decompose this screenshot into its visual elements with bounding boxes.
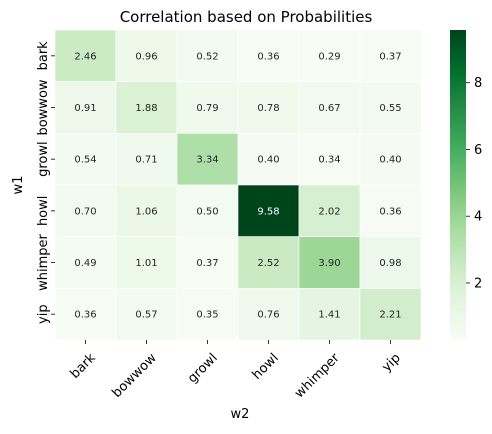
heatmap-cell (298, 29, 361, 82)
heatmap-cell (176, 184, 239, 237)
heatmap-cell (359, 81, 422, 134)
x-tick-label: bowwow (110, 350, 161, 401)
heatmap-cell (359, 184, 422, 237)
cell-value-label: 0.79 (196, 103, 218, 114)
cell-value-label: 0.49 (74, 258, 96, 269)
cell-value-label: 0.34 (318, 155, 340, 166)
cell-value-label: 0.70 (74, 206, 96, 217)
heatmap-cell (359, 288, 422, 341)
cell-value-label: 0.36 (74, 310, 96, 321)
y-tick-label: bark (36, 41, 51, 71)
cell-value-label: 0.50 (196, 206, 218, 217)
heatmap-cell (115, 133, 178, 186)
y-tick-label: yip (36, 304, 51, 324)
heatmap-cell (298, 288, 361, 341)
y-axis-label: w1 (11, 176, 26, 195)
cell-value-label: 1.06 (135, 206, 157, 217)
y-tick-label: bowwow (36, 79, 51, 135)
cell-value-label: 0.91 (74, 103, 96, 114)
cell-value-label: 3.90 (318, 258, 340, 269)
x-axis-ticks: bark bowwow growl howl whimper yip (68, 340, 404, 401)
heatmap-cell (176, 236, 239, 289)
heatmap-cell (237, 29, 300, 82)
y-tick-label: howl (36, 196, 51, 226)
cell-value-label: 0.57 (135, 310, 157, 321)
cell-value-label: 0.76 (257, 310, 279, 321)
y-axis-ticks: bark bowwow growl howl whimper yip (36, 41, 55, 324)
cell-value-label: 0.36 (257, 51, 279, 62)
cell-value-label: 0.78 (257, 103, 279, 114)
heatmap-cell (237, 236, 300, 289)
x-tick-label: howl (250, 351, 282, 383)
heatmap-cell (237, 133, 300, 186)
cell-value-label: 0.96 (135, 51, 157, 62)
x-tick-label: yip (379, 351, 403, 375)
cell-value-label: 1.01 (135, 258, 157, 269)
heatmap-cell (54, 29, 117, 82)
cell-value-label: 0.29 (318, 51, 340, 62)
heatmap-cell (237, 184, 300, 237)
colorbar-tick-label: 8 (474, 76, 482, 91)
chart-title: Correlation based on Probabilities (120, 8, 373, 26)
y-tick-label: whimper (36, 233, 51, 290)
cell-value-label: 0.37 (196, 258, 218, 269)
cell-value-label: 2.46 (74, 51, 96, 62)
colorbar (450, 30, 466, 340)
heatmap-cell (298, 236, 361, 289)
heatmap-cell (176, 29, 239, 82)
x-tick-label: bark (68, 350, 100, 382)
colorbar-tick-label: 2 (474, 276, 482, 291)
cell-value-label: 0.40 (257, 155, 279, 166)
heatmap-cell (298, 133, 361, 186)
heatmap-cell (359, 236, 422, 289)
heatmap-cells: 2.46 0.96 0.52 0.36 0.29 0.37 0.91 1.88 0.79 0.78… (54, 29, 422, 341)
cell-value-label: 1.41 (318, 310, 340, 321)
cell-value-label: 0.67 (318, 103, 340, 114)
heatmap-cell (176, 133, 239, 186)
cell-value-label: 9.58 (257, 206, 279, 217)
x-tick-label: growl (185, 351, 221, 387)
cell-value-label: 0.35 (196, 310, 218, 321)
cell-value-label: 1.88 (135, 103, 157, 114)
colorbar-tick-label: 4 (474, 210, 482, 225)
cell-value-label: 3.34 (196, 155, 218, 166)
cell-value-label: 0.98 (379, 258, 401, 269)
y-tick-label: growl (36, 141, 51, 177)
cell-value-label: 0.55 (379, 103, 401, 114)
cell-value-label: 0.52 (196, 51, 218, 62)
cell-value-label: 0.71 (135, 155, 157, 166)
colorbar-ticks: 2 4 6 8 (466, 76, 482, 291)
x-tick-label: whimper (292, 350, 343, 401)
cell-value-label: 2.21 (379, 310, 401, 321)
heatmap-cell (359, 29, 422, 82)
heatmap-cell (54, 184, 117, 237)
cell-value-label: 0.40 (379, 155, 401, 166)
heatmap-cell (237, 81, 300, 134)
cell-value-label: 0.54 (74, 155, 96, 166)
cell-value-label: 0.37 (379, 51, 401, 62)
cell-value-label: 0.36 (379, 206, 401, 217)
cell-value-label: 2.52 (257, 258, 279, 269)
x-axis-label: w2 (231, 407, 250, 422)
heatmap-cell (115, 29, 178, 82)
cell-value-label: 2.02 (318, 206, 340, 217)
heatmap-cell (298, 184, 361, 237)
heatmap-cell (359, 133, 422, 186)
heatmap-cell (115, 184, 178, 237)
heatmap-cell (54, 133, 117, 186)
heatmap-cell (115, 81, 178, 134)
colorbar-tick-label: 6 (474, 143, 482, 158)
heatmap-cell (54, 288, 117, 341)
heatmap-cell (54, 236, 117, 289)
